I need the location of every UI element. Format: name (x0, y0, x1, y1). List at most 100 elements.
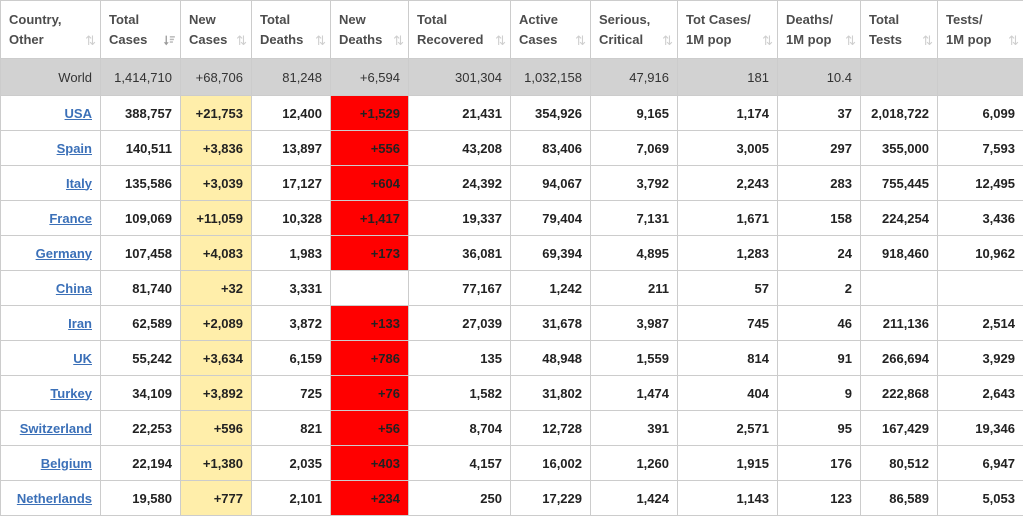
column-header-deaths_1m[interactable]: Deaths/1M pop ⇅ (777, 0, 861, 59)
cell-serious_critical: 7,069 (590, 130, 678, 166)
column-header-label: Critical (599, 31, 644, 47)
column-header-label: Total (417, 12, 448, 27)
column-header-label: Recovered (417, 31, 484, 47)
cell-active_cases: 1,242 (510, 270, 591, 306)
country-link[interactable]: Germany (35, 245, 92, 261)
column-header-total_recovered[interactable]: Total Recovered ⇅ (408, 0, 511, 59)
cell-deaths_1m: 37 (777, 95, 861, 131)
column-header-label: Tot Cases/ (686, 12, 751, 27)
column-header-country[interactable]: Country, Other ⇅ (0, 0, 101, 59)
cell-new_deaths: +133 (330, 305, 409, 341)
cell-new_cases: +21,753 (180, 95, 252, 131)
sort-toggle-icon: ⇅ (495, 33, 506, 48)
country-link[interactable]: China (55, 280, 92, 296)
cell-new_cases: +3,039 (180, 165, 252, 201)
cell-total_recovered: 8,704 (408, 410, 511, 446)
cell-deaths_1m: 46 (777, 305, 861, 341)
cell-country: Switzerland (0, 410, 101, 446)
country-link[interactable]: Spain (56, 140, 92, 156)
cell-total_tests: 2,018,722 (860, 95, 938, 131)
table-row: Netherlands 19,580 +777 2,101 +234 250 17,229 1… (0, 480, 1023, 516)
cell-total_tests: 222,868 (860, 375, 938, 411)
cell-total_recovered: 43,208 (408, 130, 511, 166)
cell-total_tests: 918,460 (860, 235, 938, 271)
sort-toggle-icon: ⇅ (315, 33, 326, 48)
column-header-total_tests[interactable]: Total Tests ⇅ (860, 0, 938, 59)
cell-serious_critical: 3,987 (590, 305, 678, 341)
cell-country: Spain (0, 130, 101, 166)
country-link[interactable]: Belgium (40, 455, 92, 471)
column-header-tot_cases_1m[interactable]: Tot Cases/1M pop ⇅ (677, 0, 778, 59)
cell-total_deaths: 6,159 (251, 340, 331, 376)
country-link[interactable]: Italy (65, 175, 92, 191)
table-row: Spain 140,511 +3,836 13,897 +556 43,208 83,406… (0, 130, 1023, 166)
cell-deaths_1m: 24 (777, 235, 861, 271)
column-header-active_cases[interactable]: Active Cases ⇅ (510, 0, 591, 59)
cell-deaths_1m: 10.4 (777, 58, 861, 96)
country-link[interactable]: USA (64, 105, 92, 121)
country-link[interactable]: Netherlands (16, 490, 92, 506)
cell-total_recovered: 27,039 (408, 305, 511, 341)
column-header-label: Deaths (260, 31, 304, 47)
column-header-new_deaths[interactable]: New Deaths ⇅ (330, 0, 409, 59)
column-header-label: Other (9, 31, 44, 47)
column-header-tests_1m[interactable]: Tests/1M pop ⇅ (937, 0, 1023, 59)
cell-total_cases: 107,458 (100, 235, 181, 271)
cell-deaths_1m: 176 (777, 445, 861, 481)
column-header-label: Cases (519, 31, 558, 47)
country-link[interactable]: Switzerland (19, 420, 92, 436)
column-header-new_cases[interactable]: New Cases ⇅ (180, 0, 252, 59)
world-row: World 1,414,710 +68,706 81,248 +6,594 301,304… (0, 58, 1023, 96)
column-header-label: Serious, (599, 12, 651, 27)
cell-active_cases: 31,802 (510, 375, 591, 411)
cell-serious_critical: 47,916 (590, 58, 678, 96)
cell-tests_1m: 6,099 (937, 95, 1023, 131)
cell-new_cases: +32 (180, 270, 252, 306)
cell-new_deaths: +403 (330, 445, 409, 481)
country-link[interactable]: Turkey (50, 385, 92, 401)
cell-country: UK (0, 340, 101, 376)
cell-total_deaths: 3,872 (251, 305, 331, 341)
cell-tot_cases_1m: 1,915 (677, 445, 778, 481)
country-link[interactable]: Iran (68, 315, 92, 331)
table-row: Switzerland 22,253 +596 821 +56 8,704 12,728 39… (0, 410, 1023, 446)
cell-total_cases: 34,109 (100, 375, 181, 411)
country-link[interactable]: France (49, 210, 92, 226)
column-header-total_deaths[interactable]: Total Deaths ⇅ (251, 0, 331, 59)
cell-new_deaths: +6,594 (330, 58, 409, 96)
cell-tests_1m: 5,053 (937, 480, 1023, 516)
cell-deaths_1m: 158 (777, 200, 861, 236)
cell-active_cases: 69,394 (510, 235, 591, 271)
header-row: Country, Other ⇅ Total Cases New Cases ⇅ Total De… (0, 0, 1023, 59)
cell-country: Iran (0, 305, 101, 341)
cell-active_cases: 1,032,158 (510, 58, 591, 96)
cell-serious_critical: 1,424 (590, 480, 678, 516)
cell-tests_1m: 2,514 (937, 305, 1023, 341)
cell-total_recovered: 19,337 (408, 200, 511, 236)
column-header-serious_critical[interactable]: Serious, Critical ⇅ (590, 0, 678, 59)
column-header-label: 1M pop (786, 31, 832, 47)
cell-total_tests: 167,429 (860, 410, 938, 446)
cell-total_recovered: 250 (408, 480, 511, 516)
country-link[interactable]: UK (73, 350, 92, 366)
cell-country: Germany (0, 235, 101, 271)
cell-active_cases: 94,067 (510, 165, 591, 201)
column-header-total_cases[interactable]: Total Cases (100, 0, 181, 59)
table-row: Iran 62,589 +2,089 3,872 +133 27,039 31,678 3,9… (0, 305, 1023, 341)
cell-new_cases: +1,380 (180, 445, 252, 481)
cell-deaths_1m: 9 (777, 375, 861, 411)
cell-serious_critical: 1,559 (590, 340, 678, 376)
cell-total_tests (860, 58, 938, 96)
cell-total_cases: 55,242 (100, 340, 181, 376)
cell-total_tests: 755,445 (860, 165, 938, 201)
cell-new_cases: +3,892 (180, 375, 252, 411)
cell-tests_1m: 7,593 (937, 130, 1023, 166)
sort-desc-active-icon (163, 34, 176, 47)
cell-active_cases: 79,404 (510, 200, 591, 236)
cell-serious_critical: 1,260 (590, 445, 678, 481)
cell-new_cases: +68,706 (180, 58, 252, 96)
cell-total_cases: 22,253 (100, 410, 181, 446)
cell-new_deaths: +56 (330, 410, 409, 446)
cell-new_deaths (330, 270, 409, 306)
cell-total_cases: 22,194 (100, 445, 181, 481)
